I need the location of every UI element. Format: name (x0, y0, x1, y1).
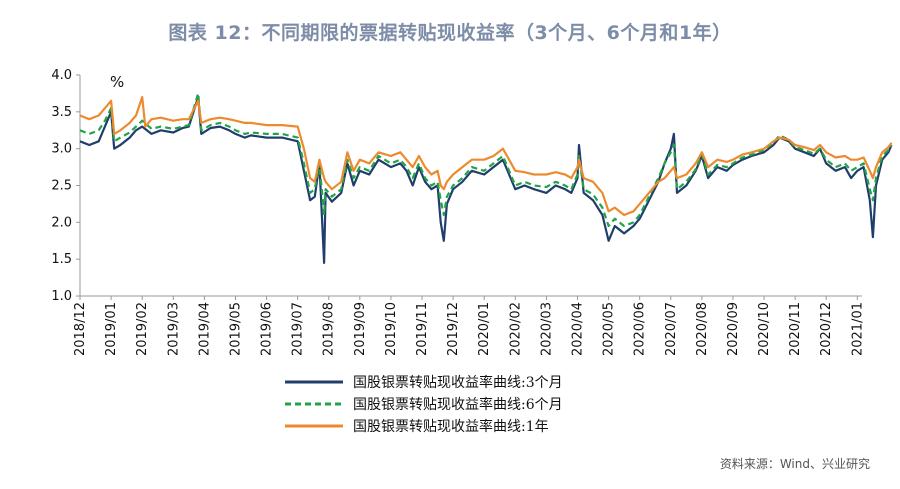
x-tick-label: 2019/04 (197, 302, 212, 356)
x-tick-label: 2020/12 (819, 302, 834, 356)
x-tick-label: 2018/12 (73, 302, 88, 356)
series-layer (79, 92, 893, 264)
y-tick-label: 3.0 (51, 142, 72, 157)
y-unit-label: % (110, 73, 124, 91)
x-tick-label: 2019/03 (166, 302, 181, 356)
x-tick-label: 2019/09 (353, 302, 368, 356)
y-tick-label: 4.0 (51, 68, 72, 83)
y-tick-label: 2.0 (51, 215, 72, 230)
x-tick-label: 2021/01 (850, 302, 865, 356)
y-tick-label: 2.5 (51, 179, 72, 194)
legend: 国股银票转贴现收益率曲线:3个月国股银票转贴现收益率曲线:6个月国股银票转贴现收… (285, 374, 563, 435)
axes: 4.0 3.5 3.0 2.5 2.0 1.5 1.0% 2018/12 2019/01 2019… (51, 68, 865, 356)
x-tick-label: 2020/03 (539, 302, 554, 356)
x-tick-label: 2020/04 (570, 302, 585, 356)
x-tick-label: 2019/05 (228, 302, 243, 356)
x-tick-label: 2019/10 (384, 302, 399, 356)
x-tick-label: 2020/08 (695, 302, 710, 356)
chart-title: 图表 12：不同期限的票据转贴现收益率（3个月、6个月和1年） (168, 22, 732, 44)
y-tick-label: 1.0 (51, 289, 72, 304)
x-tick-label: 2019/01 (104, 302, 119, 356)
y-tick-label: 1.5 (51, 252, 72, 267)
x-tick-label: 2020/05 (602, 302, 617, 356)
x-tick-label: 2020/06 (633, 302, 648, 356)
x-tick-label: 2019/11 (415, 302, 430, 356)
x-tick-label: 2019/07 (291, 302, 306, 356)
series-line-1 (79, 96, 893, 264)
x-tick-label: 2020/01 (477, 302, 492, 356)
legend-label-1: 国股银票转贴现收益率曲线:3个月 (353, 374, 563, 391)
x-tick-label: 2019/06 (260, 302, 275, 356)
x-tick-label: 2020/10 (757, 302, 772, 356)
y-tick-label: 3.5 (51, 105, 72, 120)
x-tick-label: 2020/09 (726, 302, 741, 356)
x-tick-label: 2020/02 (508, 302, 523, 356)
x-tick-label: 2020/07 (664, 302, 679, 356)
x-tick-label: 2019/12 (446, 302, 461, 356)
series-line-3 (79, 96, 893, 217)
x-tick-label: 2020/11 (788, 302, 803, 356)
x-tick-label: 2019/02 (135, 302, 150, 356)
legend-label-3: 国股银票转贴现收益率曲线:1年 (353, 418, 549, 435)
source-note: 资料来源：Wind、兴业研究 (719, 457, 870, 471)
x-tick-label: 2019/08 (322, 302, 337, 356)
series-line-2 (79, 92, 893, 228)
legend-label-2: 国股银票转贴现收益率曲线:6个月 (353, 396, 563, 413)
